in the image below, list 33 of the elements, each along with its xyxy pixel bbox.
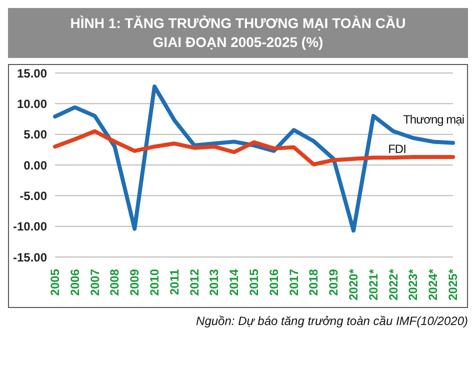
y-tick-label: 0.00 [24, 158, 48, 172]
y-tick-label: -5.00 [20, 188, 48, 203]
series-label: FDI [388, 142, 406, 156]
y-tick-label: -15.00 [12, 250, 48, 264]
y-tick-label: 15.00 [16, 66, 48, 80]
x-tick-label: 2014 [227, 268, 242, 296]
x-tick-label: 2009 [128, 268, 142, 296]
x-tick-label: 2025* [446, 268, 460, 300]
x-tick-label: 2016 [266, 268, 281, 296]
x-tick-label: 2011 [167, 268, 182, 296]
x-tick-label: 2019 [326, 268, 341, 296]
x-tick-label: 2020* [346, 268, 360, 300]
x-tick-label: 2022* [386, 268, 400, 300]
x-tick-label: 2007 [88, 268, 102, 296]
x-tick-label: 2018 [306, 268, 321, 296]
x-tick-label: 2008 [108, 268, 122, 296]
x-tick-label: 2012 [187, 268, 202, 296]
y-tick-label: 10.00 [16, 96, 48, 111]
y-tick-label: -10.00 [12, 220, 48, 234]
x-tick-label: 2021* [366, 268, 380, 300]
x-tick-label: 2023* [406, 268, 420, 300]
x-tick-label: 2005 [48, 268, 62, 296]
y-tick-label: 5.00 [24, 128, 48, 142]
series-label: Thương mại [403, 112, 464, 127]
x-tick-label: 2015 [247, 268, 261, 296]
line-series [53, 129, 455, 166]
text: Nguồn: Dự báo tăng trưởng toàn cầu IMF(10/2020) [195, 314, 468, 328]
x-tick-label: 2017 [286, 268, 301, 296]
chart-title: HÌNH 1: TĂNG TRƯỞNG THƯƠNG MẠI TOÀN CẦU GIAI ĐOẠN 2005-2025 (%) [69, 14, 407, 52]
x-tick-label: 2010 [148, 268, 162, 296]
x-tick-label: 2006 [68, 268, 82, 296]
x-tick-label: 2013 [207, 268, 222, 296]
x-tick-label: 2024* [426, 268, 440, 300]
